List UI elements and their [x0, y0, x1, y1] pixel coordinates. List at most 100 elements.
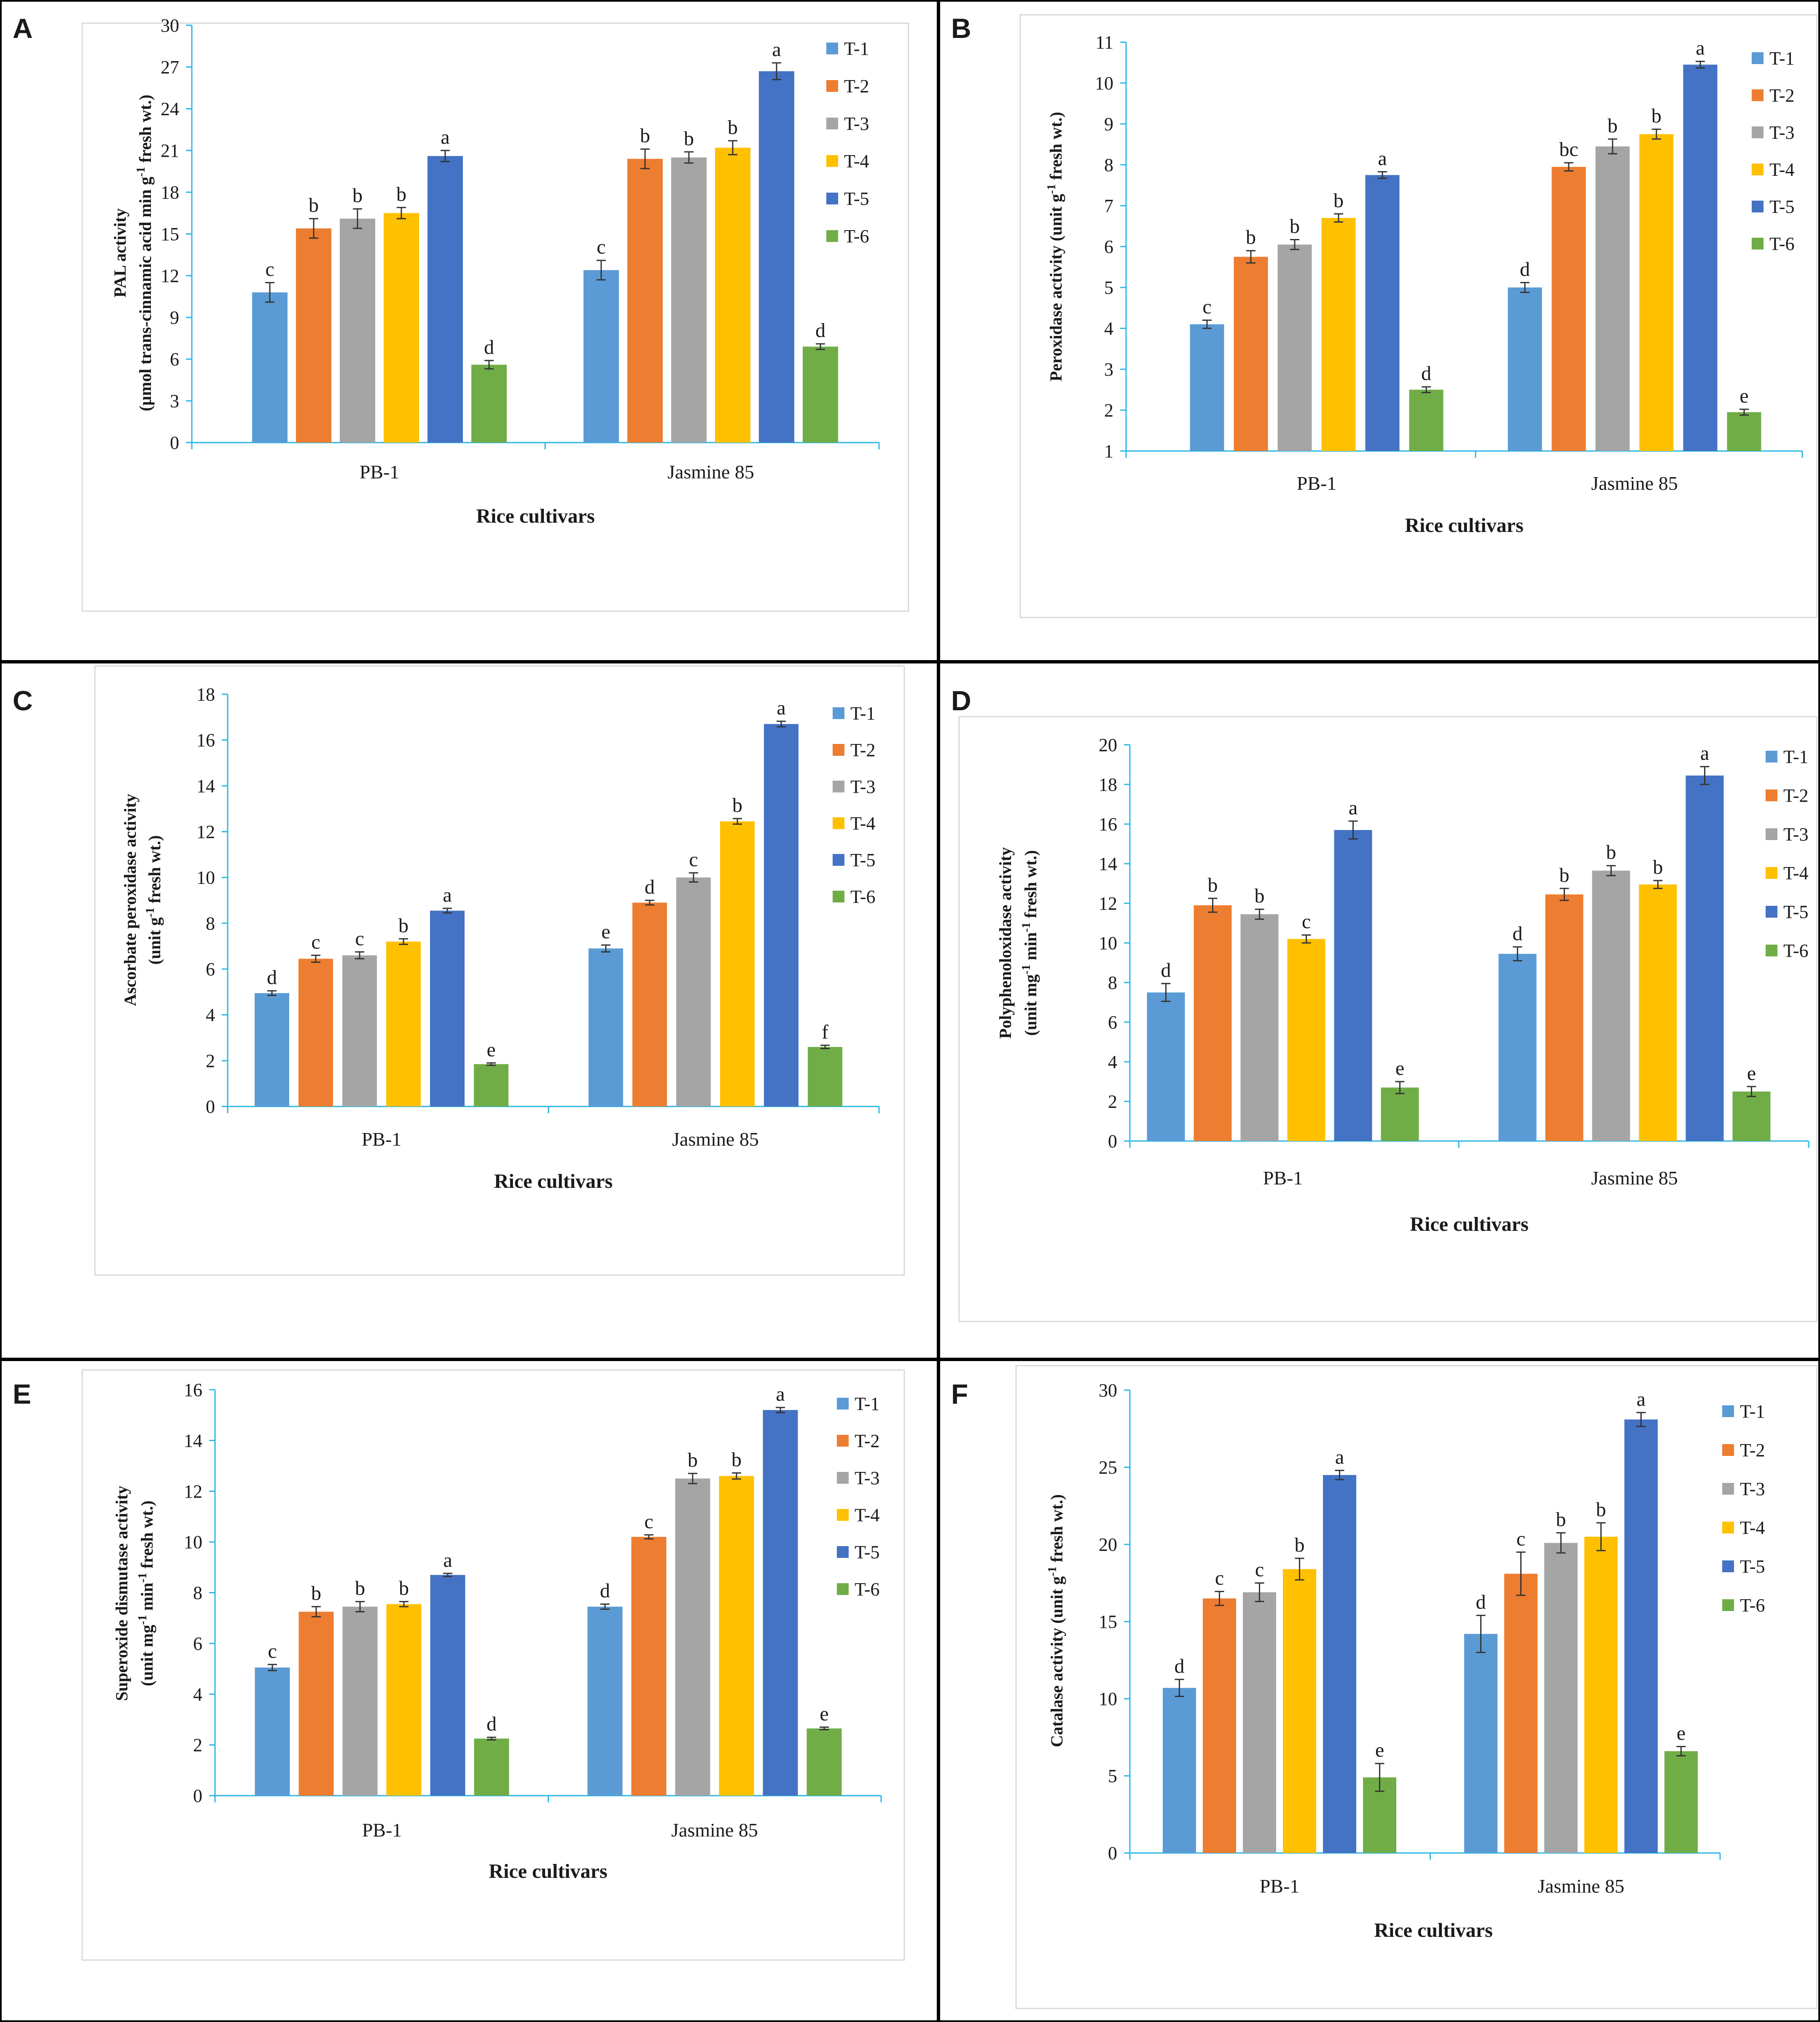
panel-b-bar-t-2-2: [1551, 166, 1586, 451]
panel-e-ytick-label-1: 2: [193, 1735, 202, 1756]
panel-d-legend-swatch-t-2: [1766, 789, 1777, 801]
panel-a-bar-t-3-2: [671, 157, 707, 443]
panel-b-ytick-label-8: 9: [1104, 114, 1113, 134]
panel-d-bar-t-3-2: [1592, 870, 1630, 1141]
panel-f-bar-t-3-2: [1544, 1543, 1578, 1853]
panel-e-sig-letter-t-3-1: b: [355, 1577, 365, 1600]
panel-a-ytick-label-6: 18: [161, 182, 179, 203]
panel-d-ytick-label-9: 18: [1099, 774, 1117, 795]
panel-a-legend-swatch-t-3: [826, 118, 838, 129]
panel-f-category-label-2: Jasmine 85: [1538, 1875, 1624, 1897]
panel-f-label: F: [951, 1378, 968, 1410]
panel-a-ytick-label-7: 21: [161, 140, 179, 161]
panel-c-sig-letter-t-6-2: f: [822, 1021, 828, 1043]
panel-f-legend-label-t-3: T-3: [1740, 1479, 1765, 1499]
panel-d-legend-swatch-t-6: [1766, 945, 1777, 956]
panel-d-label: D: [951, 685, 971, 716]
panel-b-bar-t-4-1: [1321, 218, 1356, 451]
panel-e-ytick-label-7: 14: [184, 1430, 202, 1451]
panel-c-sig-letter-t-5-2: a: [777, 697, 785, 719]
panel-d-legend-label-t-3: T-3: [1783, 824, 1809, 845]
panel-b-legend-label-t-4: T-4: [1769, 159, 1795, 180]
panel-b-bar-t-6-1: [1409, 389, 1444, 451]
panel-a-sig-letter-t-1-1: c: [265, 258, 274, 281]
panel-f-legend-swatch-t-4: [1722, 1522, 1734, 1533]
panel-c-bar-t-3-1: [342, 955, 377, 1106]
panel-d-y-axis-title-line-2: (unit mg-1 min-1 fresh wt.): [1020, 850, 1040, 1036]
panel-e-sig-letter-t-4-2: b: [731, 1448, 742, 1471]
panel-f-bar-t-2-2: [1504, 1574, 1538, 1853]
panel-a-legend-label-t-4: T-4: [844, 151, 869, 172]
panel-d-sig-letter-t-6-1: e: [1395, 1057, 1404, 1079]
panel-a-legend-swatch-t-6: [826, 230, 838, 242]
panel-a-legend-label-t-6: T-6: [844, 226, 869, 247]
panel-e-legend-swatch-t-5: [837, 1546, 849, 1558]
panel-b-ytick-label-0: 1: [1104, 441, 1113, 462]
panel-b-legend-swatch-t-2: [1752, 89, 1764, 101]
panel-e-category-label-1: PB-1: [362, 1819, 402, 1841]
panel-f-sig-letter-t-2-1: c: [1215, 1567, 1224, 1590]
panel-b-category-label-1: PB-1: [1297, 473, 1337, 494]
panel-f-bar-t-1-2: [1464, 1634, 1497, 1853]
panel-e-label: E: [13, 1378, 31, 1410]
panel-e-y-axis-title-line-2: (unit mg-1 min-1 fresh wt.): [136, 1501, 157, 1686]
panel-a-x-axis-title: Rice cultivars: [476, 505, 594, 527]
panel-f-legend-label-t-4: T-4: [1740, 1517, 1765, 1538]
panel-e-legend-label-t-6: T-6: [855, 1579, 880, 1600]
panel-a-bar-t-5-2: [759, 71, 794, 443]
panel-b-bar-t-1-2: [1508, 287, 1542, 451]
panel-f-bar-t-1-1: [1163, 1688, 1196, 1853]
panel-a-bar-t-4-1: [384, 213, 419, 443]
panel-c: C 0 2 4 6 8 10 12 14 16 18 d e c d c c b b a a e f PB-1 Jasmine …: [0, 662, 938, 1359]
panel-d-chart-frame: [958, 716, 1818, 1322]
panel-f-bar-t-6-2: [1664, 1751, 1698, 1853]
panel-f-ytick-label-3: 15: [1099, 1611, 1117, 1632]
panel-f-legend-swatch-t-6: [1722, 1599, 1734, 1611]
panel-d-sig-letter-t-1-2: d: [1513, 922, 1523, 945]
panel-f-legend-label-t-1: T-1: [1740, 1401, 1765, 1422]
panel-d-legend-swatch-t-3: [1766, 828, 1777, 840]
panel-a-sig-letter-t-4-1: b: [396, 183, 406, 205]
panel-a-bar-t-5-1: [427, 156, 463, 443]
panel-e-bar-t-3-2: [675, 1478, 710, 1796]
panel-c-bar-t-1-2: [589, 948, 623, 1106]
panel-b-sig-letter-t-5-1: a: [1378, 147, 1387, 169]
panel-b-legend-swatch-t-4: [1752, 164, 1764, 175]
panel-c-sig-letter-t-2-1: c: [311, 931, 320, 953]
panel-d-bar-t-4-2: [1639, 884, 1677, 1141]
panel-b-bar-t-2-1: [1234, 257, 1268, 451]
panel-e-bar-t-6-1: [474, 1738, 509, 1796]
panel-a-ytick-label-9: 27: [161, 57, 179, 78]
panel-a-y-axis-title-line-1: PAL activity: [110, 208, 129, 297]
panel-c-y-axis-title-line-1: Ascorbate peroxidase activity: [121, 794, 140, 1006]
panel-a-ytick-label-10: 30: [161, 15, 179, 36]
panel-f-sig-letter-t-1-1: d: [1175, 1655, 1185, 1677]
panel-b-bar-t-3-1: [1277, 244, 1312, 451]
panel-a-sig-letter-t-4-2: b: [728, 116, 738, 139]
panel-f-x-axis-title: Rice cultivars: [1374, 1919, 1492, 1941]
panel-e-bar-t-2-2: [631, 1537, 667, 1796]
panel-e-legend-swatch-t-2: [837, 1435, 849, 1447]
panel-d-x-axis-title: Rice cultivars: [1410, 1213, 1528, 1235]
panel-a-bar-t-1-2: [583, 270, 619, 443]
panel-b-bar-t-3-2: [1595, 146, 1630, 451]
panel-d-ytick-label-3: 6: [1108, 1012, 1117, 1033]
panel-c-category-label-2: Jasmine 85: [672, 1128, 759, 1150]
panel-c-y-axis-title-line-2: (unit g-1 fresh wt.): [144, 835, 164, 964]
panel-f-category-label-1: PB-1: [1260, 1875, 1300, 1897]
panel-d-y-axis-title-line-1: Polyphenoloxidase activity: [996, 847, 1015, 1039]
panel-f-bar-t-5-1: [1323, 1475, 1356, 1853]
panel-e-sig-letter-t-3-2: b: [688, 1449, 698, 1472]
panel-a-legend-label-t-2: T-2: [844, 76, 869, 97]
panel-f-sig-letter-t-3-2: b: [1556, 1509, 1566, 1531]
panel-a-sig-letter-t-2-1: b: [309, 194, 319, 217]
panel-e-sig-letter-t-2-1: b: [311, 1582, 321, 1605]
panel-d-bar-t-6-2: [1732, 1091, 1771, 1141]
panel-f-legend-swatch-t-5: [1722, 1560, 1734, 1572]
panel-d-ytick-label-4: 8: [1108, 972, 1117, 993]
panel-a-legend-swatch-t-4: [826, 155, 838, 167]
panel-d-legend-label-t-1: T-1: [1783, 747, 1809, 767]
panel-b-legend-swatch-t-3: [1752, 126, 1764, 138]
panel-b-sig-letter-t-2-2: bc: [1559, 138, 1578, 161]
